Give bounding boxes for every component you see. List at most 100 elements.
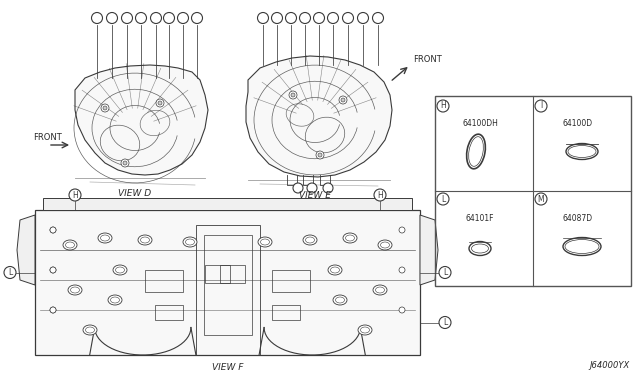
Ellipse shape [98,233,112,243]
Circle shape [69,189,81,201]
Circle shape [50,267,56,273]
Ellipse shape [303,235,317,245]
Ellipse shape [328,265,342,275]
Text: FRONT: FRONT [34,134,62,142]
Circle shape [307,183,317,193]
Text: I: I [540,102,542,110]
Bar [35,210,420,355]
Circle shape [439,317,451,328]
Circle shape [374,189,386,201]
Circle shape [191,13,202,23]
Circle shape [339,96,347,104]
Circle shape [156,99,164,107]
Ellipse shape [258,237,272,247]
Text: 64101F: 64101F [466,214,494,223]
Circle shape [439,266,451,279]
Text: 64087D: 64087D [563,214,593,223]
Ellipse shape [63,240,77,250]
Circle shape [372,13,383,23]
Polygon shape [246,56,392,177]
Circle shape [50,227,56,233]
Circle shape [106,13,118,23]
Bar [435,96,631,286]
Polygon shape [420,215,438,285]
Circle shape [289,91,297,99]
Circle shape [358,13,369,23]
Text: L: L [443,268,447,277]
Circle shape [177,13,189,23]
Text: L: L [8,268,12,277]
Text: 64100D: 64100D [563,119,593,128]
Circle shape [318,153,322,157]
Circle shape [271,13,282,23]
Text: H: H [72,190,78,199]
Polygon shape [75,65,208,175]
Ellipse shape [358,325,372,335]
Circle shape [123,161,127,165]
Circle shape [50,227,56,233]
Circle shape [4,266,16,279]
Text: VIEW E: VIEW E [299,192,331,201]
Circle shape [136,13,147,23]
Circle shape [323,183,333,193]
Bar [272,305,300,320]
Text: FRONT: FRONT [413,55,442,64]
Circle shape [399,227,405,233]
Ellipse shape [343,233,357,243]
Circle shape [535,193,547,205]
Circle shape [293,183,303,193]
Ellipse shape [113,265,127,275]
Circle shape [50,307,56,313]
Ellipse shape [333,295,347,305]
Circle shape [316,151,324,159]
Ellipse shape [183,237,197,247]
Circle shape [103,106,107,110]
Text: J64000YX: J64000YX [589,360,630,369]
Circle shape [50,267,56,273]
Circle shape [257,13,269,23]
Bar [220,265,245,283]
Circle shape [399,307,405,313]
Ellipse shape [108,295,122,305]
Circle shape [50,307,56,313]
Circle shape [535,100,547,112]
Ellipse shape [378,240,392,250]
Circle shape [300,13,310,23]
Circle shape [291,93,295,97]
Bar [195,225,259,355]
Text: H: H [440,102,446,110]
Text: L: L [441,195,445,203]
Text: VIEW D: VIEW D [118,189,152,199]
Circle shape [437,193,449,205]
Text: VIEW F: VIEW F [212,362,243,372]
Bar [43,198,412,210]
Ellipse shape [138,235,152,245]
Circle shape [158,101,162,105]
Circle shape [314,13,324,23]
Ellipse shape [68,285,82,295]
Circle shape [399,267,405,273]
Circle shape [122,13,132,23]
Circle shape [341,98,345,102]
Text: 64100DH: 64100DH [462,119,498,128]
Bar [272,270,310,292]
Circle shape [163,13,175,23]
Text: L: L [443,318,447,327]
Ellipse shape [373,285,387,295]
Ellipse shape [83,325,97,335]
Circle shape [285,13,296,23]
Bar [204,235,252,335]
Text: M: M [538,195,544,203]
Bar [145,270,183,292]
Polygon shape [17,215,35,285]
Circle shape [121,159,129,167]
Bar [205,265,230,283]
Circle shape [328,13,339,23]
Circle shape [150,13,161,23]
Text: H: H [377,190,383,199]
Circle shape [101,104,109,112]
Bar [155,305,183,320]
Circle shape [92,13,102,23]
Circle shape [342,13,353,23]
Circle shape [437,100,449,112]
